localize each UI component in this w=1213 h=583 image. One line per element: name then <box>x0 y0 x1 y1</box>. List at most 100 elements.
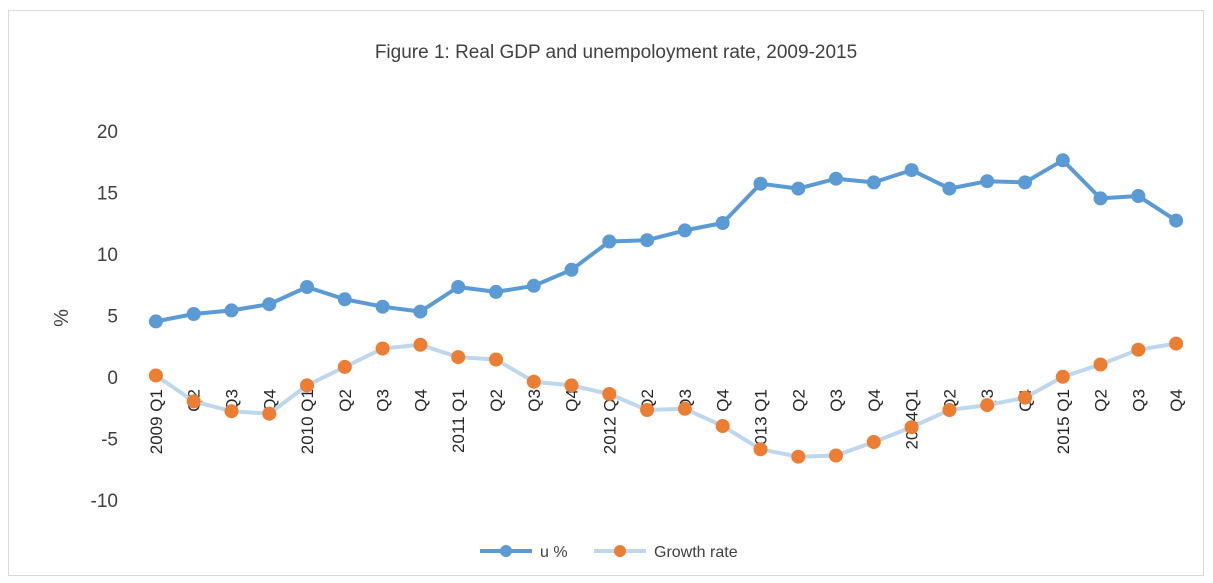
data-point-u-pct <box>1131 189 1146 203</box>
y-axis-ticks: 20 15 10 5 0 -5 -10 <box>91 122 118 512</box>
data-point-u-pct <box>1055 153 1070 168</box>
data-point-u-pct <box>526 278 541 293</box>
x-tick-label: Q4 <box>411 389 430 412</box>
data-point-u-pct <box>148 314 163 329</box>
data-point-u-pct <box>489 284 503 299</box>
y-tick-label: 20 <box>97 122 118 143</box>
data-point-u-pct <box>1093 191 1108 206</box>
data-point-u-pct <box>262 297 277 312</box>
x-tick-label: Q2 <box>336 389 355 412</box>
data-point-growth-rate <box>1093 357 1108 372</box>
x-tick-label: Q4 <box>865 389 884 412</box>
x-tick-label: 2015 Q1 <box>1054 389 1073 454</box>
data-point-u-pct <box>904 163 919 178</box>
data-point-growth-rate <box>224 404 239 419</box>
data-point-growth-rate <box>866 435 881 449</box>
data-point-growth-rate <box>489 352 503 367</box>
chart-frame <box>8 10 1204 576</box>
y-tick-label: 5 <box>107 307 118 328</box>
series-line-growth-rate <box>154 341 1177 459</box>
data-point-growth-rate <box>1018 390 1032 405</box>
data-point-growth-rate <box>715 419 730 433</box>
x-tick-label: Q3 <box>525 389 544 412</box>
data-point-u-pct <box>980 174 995 189</box>
x-tick-label: Q3 <box>1129 389 1148 412</box>
y-tick-label: -10 <box>91 491 118 512</box>
x-tick-label: Q2 <box>789 389 808 412</box>
data-point-growth-rate <box>1169 336 1184 351</box>
y-tick-label: -5 <box>101 430 118 451</box>
data-point-growth-rate <box>526 374 541 389</box>
series-points <box>148 153 1184 464</box>
data-point-growth-rate <box>942 403 957 417</box>
data-point-growth-rate <box>904 420 919 435</box>
data-point-growth-rate <box>148 368 163 383</box>
data-point-growth-rate <box>1131 342 1146 357</box>
data-point-u-pct <box>753 176 768 191</box>
data-point-u-pct <box>224 303 239 318</box>
series-lines <box>154 158 1178 459</box>
data-point-growth-rate <box>262 406 277 421</box>
x-tick-label: 2012 Q1 <box>600 389 619 454</box>
x-tick-label: 2014Q1 <box>903 389 922 450</box>
chart-title: Figure 1: Real GDP and unempoloyment rat… <box>375 42 857 63</box>
data-point-u-pct <box>300 280 314 294</box>
data-point-growth-rate <box>413 337 428 352</box>
y-axis-label: % <box>51 309 73 327</box>
y-tick-label: 15 <box>97 184 118 205</box>
legend-item-growth-rate: Growth rate <box>594 544 738 561</box>
data-point-growth-rate <box>980 398 995 413</box>
data-point-u-pct <box>451 280 466 294</box>
x-axis-ticks: 2009 Q1 Q2 Q3 Q4 2010 Q1 Q2 Q3 Q4 2011 Q1 Q2 Q3 Q4 2… <box>147 389 1186 454</box>
data-point-growth-rate <box>602 387 617 401</box>
data-point-u-pct <box>640 233 655 248</box>
legend-label-u-pct: u % <box>540 544 568 561</box>
x-tick-label: 2013 Q1 <box>751 389 770 454</box>
x-tick-label: Q3 <box>827 389 846 412</box>
data-point-growth-rate <box>564 378 579 393</box>
x-tick-label: Q4 <box>714 389 733 412</box>
data-point-growth-rate <box>451 350 466 365</box>
legend-marker-growth-rate <box>614 545 626 557</box>
data-point-growth-rate <box>337 359 352 374</box>
data-point-growth-rate <box>677 401 692 416</box>
x-tick-label: Q2 <box>487 389 506 412</box>
data-point-u-pct <box>413 304 428 319</box>
data-point-u-pct <box>602 234 617 249</box>
x-tick-label: 2011 Q1 <box>449 389 468 453</box>
x-tick-label: Q4 <box>563 389 582 412</box>
data-point-growth-rate <box>375 341 390 356</box>
data-point-growth-rate <box>791 449 806 464</box>
legend-marker-u-pct <box>500 545 512 557</box>
data-point-u-pct <box>715 216 730 230</box>
data-point-u-pct <box>829 171 843 186</box>
data-point-growth-rate <box>1055 369 1070 384</box>
data-point-u-pct <box>942 181 957 196</box>
data-point-u-pct <box>866 175 881 190</box>
legend-label-growth-rate: Growth rate <box>654 544 738 561</box>
data-point-u-pct <box>337 292 352 307</box>
data-point-u-pct <box>677 223 692 238</box>
data-point-u-pct <box>1018 175 1032 190</box>
legend-item-u-pct: u % <box>480 544 568 561</box>
x-tick-label: Q4 <box>1167 389 1186 412</box>
data-point-u-pct <box>375 299 390 314</box>
data-point-u-pct <box>186 307 201 321</box>
x-tick-label: Q4 <box>260 389 279 412</box>
x-tick-label: 2009 Q1 <box>147 389 166 454</box>
data-point-u-pct <box>564 262 579 277</box>
data-point-u-pct <box>791 181 806 196</box>
series-line-u-pct <box>155 158 1178 324</box>
data-point-growth-rate <box>300 378 314 393</box>
data-point-growth-rate <box>640 403 655 417</box>
data-point-u-pct <box>1169 213 1184 228</box>
data-point-growth-rate <box>186 394 201 409</box>
y-tick-label: 10 <box>97 245 118 266</box>
data-point-growth-rate <box>753 442 768 457</box>
x-tick-label: 2010 Q1 <box>298 389 317 454</box>
y-tick-label: 0 <box>107 368 118 389</box>
x-tick-label: Q3 <box>374 389 393 412</box>
x-tick-label: Q2 <box>1092 389 1111 412</box>
legend: u % Growth rate <box>480 544 738 561</box>
